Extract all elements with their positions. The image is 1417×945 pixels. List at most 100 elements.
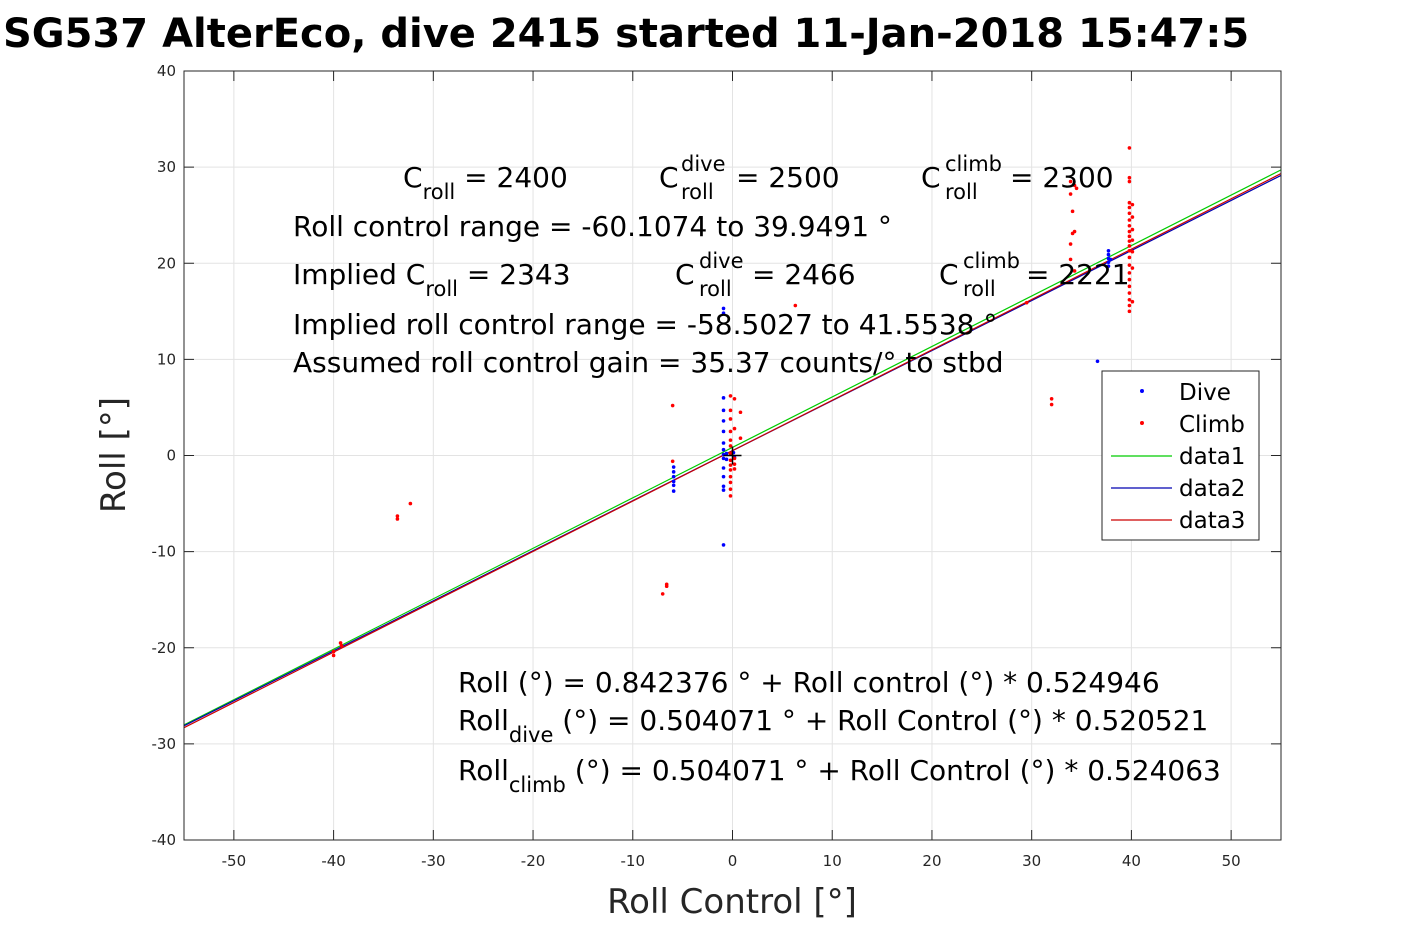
point-climb — [1130, 227, 1135, 232]
point-dive — [671, 479, 676, 484]
point-climb — [728, 468, 733, 472]
x-tick-label: -10 — [621, 852, 646, 870]
point-climb — [728, 429, 733, 434]
point-dive — [721, 429, 726, 434]
point-climb — [1127, 175, 1132, 180]
point-climb — [793, 303, 798, 308]
legend-label: data3 — [1179, 508, 1245, 534]
point-climb — [1127, 248, 1132, 253]
point-dive — [721, 419, 726, 423]
point-climb — [732, 426, 737, 431]
point-climb — [1068, 257, 1073, 262]
point-dive — [671, 465, 676, 469]
annotation-fit-all: Roll (°) = 0.842376 ° + Roll control (°)… — [458, 666, 1160, 699]
y-tick-label: -30 — [152, 735, 177, 753]
point-climb — [670, 403, 675, 408]
point-climb — [1068, 179, 1073, 184]
point-climb — [728, 458, 733, 463]
point-dive — [721, 408, 726, 413]
annotation-c-roll-dive: C dive roll = 2500 — [659, 145, 840, 206]
point-climb — [1130, 238, 1135, 242]
point-climb — [1127, 229, 1132, 234]
point-climb — [1127, 263, 1132, 267]
y-tick-label: 20 — [157, 254, 176, 272]
annotation-implied-c-roll: Implied Croll = 2343 — [293, 258, 571, 301]
point-climb — [732, 396, 737, 401]
annotation-gain: Assumed roll control gain = 35.37 counts… — [293, 346, 1004, 379]
point-climb — [1130, 266, 1135, 270]
point-dive — [721, 488, 726, 492]
point-climb — [1127, 277, 1132, 282]
point-climb — [728, 474, 733, 479]
y-axis-label: Roll [°] — [94, 397, 134, 513]
point-climb — [395, 517, 400, 521]
point-climb — [732, 462, 737, 466]
axis-ticks: -50 -40 -30 -20 -10 0 10 20 30 40 50 40 30 20 10 0 -10 -2… — [152, 62, 1281, 870]
point-climb — [1127, 234, 1132, 239]
point-dive — [721, 396, 726, 400]
point-climb — [1127, 218, 1132, 222]
annotation-c-roll-climb: C climb roll = 2300 — [921, 145, 1114, 206]
point-climb — [1127, 303, 1132, 308]
point-dive — [721, 543, 726, 547]
legend-marker-dive — [1140, 389, 1144, 393]
point-climb — [1070, 209, 1075, 214]
point-dive — [724, 451, 729, 456]
legend: Dive Climb data1 data2 data3 — [1101, 370, 1260, 541]
point-climb — [1127, 223, 1132, 228]
annotation-range: Roll control range = -60.1074 to 39.9491… — [293, 210, 892, 243]
point-climb — [338, 641, 343, 645]
annotation-fit-dive: Rolldive (°) = 0.504071 ° + Roll Control… — [458, 704, 1208, 747]
x-axis-label: Roll Control [°] — [607, 882, 857, 922]
point-climb — [1130, 202, 1135, 207]
point-climb — [732, 467, 737, 471]
legend-label: Dive — [1179, 380, 1231, 406]
point-climb — [1127, 200, 1132, 205]
point-climb — [732, 456, 737, 461]
point-climb — [1072, 229, 1077, 234]
legend-label: Climb — [1179, 412, 1245, 438]
y-tick-label: -40 — [152, 831, 177, 849]
scatter-points — [331, 146, 1135, 658]
point-climb — [728, 444, 733, 448]
point-climb — [1127, 309, 1132, 314]
x-tick-label: 40 — [1122, 852, 1141, 870]
point-dive — [671, 474, 676, 479]
point-dive — [1095, 359, 1100, 364]
annotation-fit-climb: Rollclimb (°) = 0.504071 ° + Roll Contro… — [458, 754, 1221, 797]
point-climb — [1024, 300, 1029, 305]
point-dive — [1106, 248, 1111, 253]
point-dive — [721, 441, 726, 445]
x-tick-label: 20 — [922, 852, 941, 870]
point-climb — [664, 582, 669, 587]
point-climb — [1127, 284, 1132, 289]
point-climb — [331, 649, 336, 654]
point-climb — [331, 653, 336, 658]
chart-title: SG537 AlterEco, dive 2415 started 11-Jan… — [3, 11, 1249, 57]
point-dive — [721, 474, 726, 479]
point-climb — [339, 644, 344, 648]
point-climb — [1127, 179, 1132, 184]
point-climb — [1127, 211, 1132, 216]
point-climb — [660, 592, 665, 596]
point-climb — [728, 487, 733, 491]
point-climb — [728, 451, 733, 456]
point-climb — [408, 501, 413, 506]
annotation-c-roll: Croll = 2400 — [403, 161, 568, 204]
point-climb — [1127, 291, 1132, 295]
point-dive — [671, 470, 676, 474]
point-dive — [721, 447, 726, 452]
point-dive — [724, 457, 729, 462]
point-climb — [1127, 244, 1132, 248]
point-climb — [1068, 192, 1073, 196]
point-climb — [1130, 249, 1135, 254]
point-climb — [728, 463, 733, 467]
point-climb — [738, 436, 743, 440]
legend-label: data1 — [1179, 444, 1245, 470]
point-dive — [721, 311, 726, 316]
x-tick-label: 50 — [1222, 852, 1241, 870]
point-climb — [1127, 297, 1132, 302]
legend-marker-climb — [1140, 421, 1144, 425]
point-dive — [721, 484, 726, 489]
